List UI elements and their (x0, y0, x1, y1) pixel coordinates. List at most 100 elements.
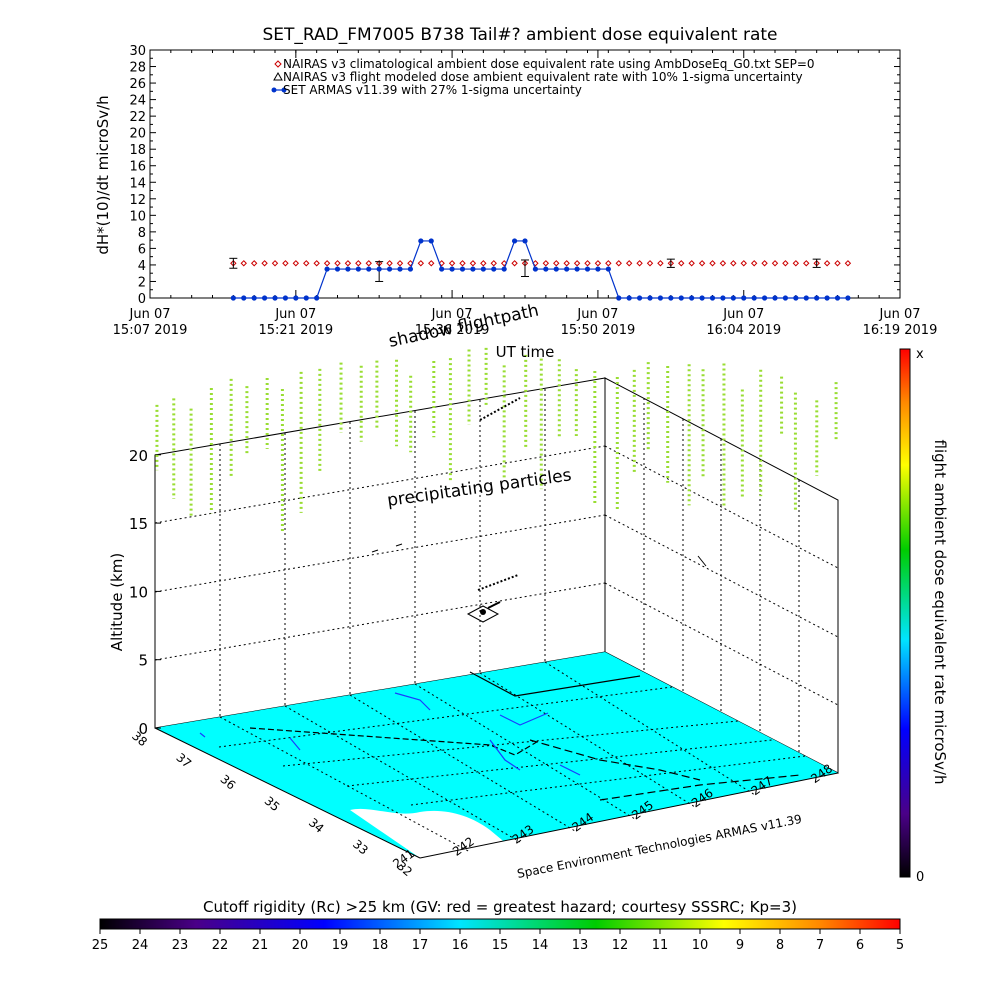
y-tick-label: 26 (129, 77, 146, 92)
armas-point (834, 295, 841, 301)
climatological-point (469, 260, 477, 267)
y-tick-label: 22 (129, 110, 146, 125)
scene-markers (371, 543, 707, 567)
rigidity-tick-label: 14 (532, 938, 549, 953)
x-tick-label-date: Jun 07 (722, 307, 764, 322)
x-tick-label-date: Jun 07 (129, 307, 171, 322)
armas-point (303, 295, 309, 301)
floor-grid (218, 661, 806, 853)
altitude-tick-label: 5 (138, 652, 148, 670)
climatological-point (303, 260, 310, 267)
modeled-dose-point (812, 258, 821, 268)
x-tick-label-date: Jun 07 (431, 307, 473, 322)
climatological-point (761, 260, 768, 267)
flight-path-marks (477, 397, 521, 591)
legend-entry: SET ARMAS v11.39 with 27% 1-sigma uncert… (283, 83, 582, 97)
armas-point (761, 295, 768, 301)
rigidity-tick-label: 17 (412, 938, 429, 953)
armas-point (459, 266, 466, 272)
rigidity-colorbar (99, 918, 901, 930)
y-tick-label: 16 (129, 160, 146, 175)
climatological-point (240, 260, 247, 267)
aircraft-marker (466, 601, 501, 623)
dose-colorbar-bottom: 0 (916, 870, 924, 885)
armas-point (366, 266, 372, 272)
x-tick-label-date: Jun 07 (879, 307, 921, 322)
climatological-point (823, 260, 831, 267)
armas-point (803, 295, 809, 301)
armas-point (824, 295, 830, 301)
armas-point (782, 295, 789, 301)
armas-point (605, 266, 611, 272)
y-tick-label: 14 (129, 176, 146, 191)
map-waterways (199, 692, 581, 776)
climatological-point (511, 260, 518, 267)
y-tick-label: 0 (138, 292, 146, 307)
x-tick-label-time: 15:36 2019 (415, 323, 490, 338)
rigidity-tick-label: 22 (212, 938, 229, 953)
y-tick-label: 2 (138, 275, 146, 290)
rigidity-tick-label: 19 (332, 938, 349, 953)
armas-point (428, 238, 434, 244)
climatological-point (698, 260, 706, 267)
chart-title: SET_RAD_FM7005 B738 Tail#? ambient dose … (263, 25, 778, 45)
climatological-point (553, 260, 560, 267)
climatological-point (459, 260, 466, 267)
dose-colorbar-top: x (916, 347, 924, 362)
climatological-point (657, 260, 664, 267)
climatological-point (282, 260, 289, 267)
armas-point (626, 295, 632, 301)
armas-point (334, 266, 341, 272)
climatological-point (605, 260, 612, 267)
dose-colorbar (899, 348, 911, 878)
armas-point (657, 295, 664, 301)
armas-point (491, 266, 497, 272)
y-tick-label: 18 (129, 143, 146, 158)
rigidity-tick-label: 9 (736, 938, 744, 953)
climatological-point (365, 260, 372, 267)
climatological-point (771, 260, 779, 267)
climatological-point (386, 260, 393, 267)
map-roads (249, 671, 801, 801)
dose-colorbar-label: flight ambient dose equivalent rate micr… (931, 440, 949, 785)
armas-point (616, 295, 622, 301)
rigidity-tick-label: 13 (572, 938, 589, 953)
climatological-point (532, 260, 539, 267)
armas-point (793, 295, 799, 301)
armas-point (345, 266, 351, 272)
armas-point (532, 266, 539, 272)
armas-point (720, 295, 726, 301)
armas-point (751, 295, 757, 301)
legend-marker-dot (271, 87, 277, 93)
floor-front-left-edge (154, 727, 421, 859)
armas-point (709, 295, 716, 301)
rigidity-tick-label: 5 (896, 938, 904, 953)
ocean-region (350, 808, 508, 858)
modeled-dose-point (229, 257, 238, 269)
climatological-point (730, 260, 737, 267)
climatological-point (261, 260, 268, 267)
floor-front-right-edge (419, 772, 839, 859)
legend: NAIRAS v3 climatological ambient dose eq… (271, 57, 815, 97)
armas-point (553, 266, 559, 272)
armas-point (730, 295, 736, 301)
climatological-point (271, 260, 279, 267)
rigidity-tick-label: 8 (776, 938, 784, 953)
armas-point (282, 295, 289, 301)
map-surface (155, 652, 838, 858)
climatological-point (636, 260, 643, 267)
altitude-axis-label: Altitude (km) (108, 553, 126, 651)
back-wall-grid (154, 389, 606, 717)
armas-point (272, 295, 278, 301)
climatological-point (594, 260, 602, 267)
climatological-point (407, 260, 414, 267)
y-tick-label: 20 (129, 127, 146, 142)
climatological-point (417, 260, 425, 267)
altitude-tick-label: 0 (138, 720, 148, 738)
climatological-point (709, 260, 716, 267)
legend-entry: NAIRAS v3 flight modeled dose ambient eq… (283, 70, 803, 84)
rigidity-tick-label: 11 (652, 938, 669, 953)
legend-marker-diamond (274, 60, 282, 68)
armas-point (772, 295, 778, 301)
